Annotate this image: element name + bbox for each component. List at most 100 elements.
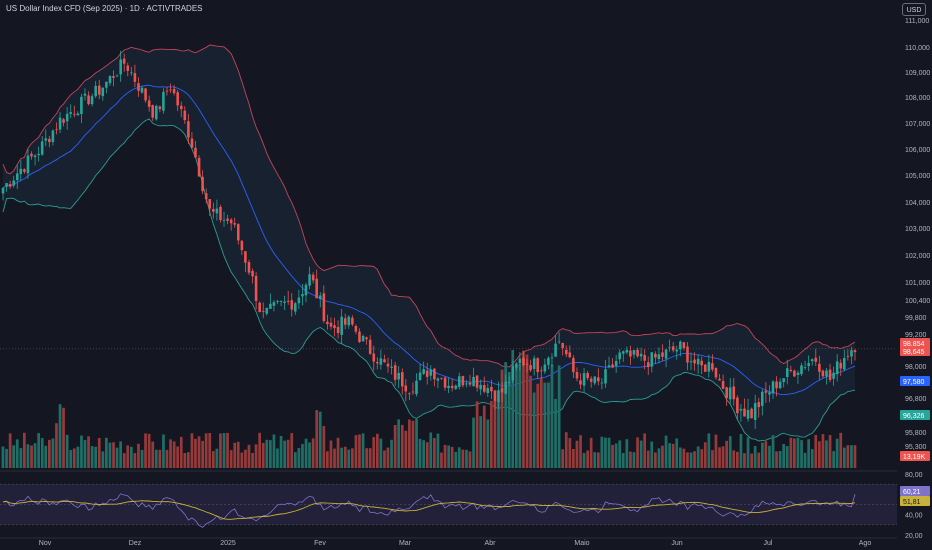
- volume-bar: [379, 438, 383, 468]
- candle-body: [386, 363, 390, 367]
- candle-body: [732, 386, 736, 400]
- candle-body: [750, 408, 753, 419]
- rsi-line: [2, 493, 856, 528]
- volume-bar: [835, 438, 839, 468]
- volume-bar: [347, 449, 351, 468]
- candle-body: [807, 363, 810, 367]
- candle-body: [383, 359, 386, 363]
- price-axis[interactable]: 111,000 110,000 109,000 108,000 107,000 106,0…: [905, 18, 930, 540]
- volume-bar: [846, 445, 850, 468]
- volume-bar: [504, 362, 508, 468]
- volume-bar: [283, 440, 287, 468]
- volume-bar: [711, 450, 714, 468]
- volume-bar: [90, 446, 94, 468]
- volume-bar: [479, 416, 483, 468]
- volume-bar: [19, 448, 23, 468]
- volume-bar: [297, 448, 301, 468]
- candle-body: [493, 390, 497, 401]
- volume-bar: [322, 426, 326, 468]
- volume-bar: [564, 432, 568, 468]
- volume-bar: [308, 442, 311, 468]
- candle-body: [704, 364, 707, 372]
- candle-body: [543, 364, 547, 372]
- candle-body: [458, 376, 461, 387]
- volume-bar: [536, 383, 540, 468]
- volume-bar: [233, 442, 237, 468]
- volume-bar: [850, 445, 853, 468]
- candle-body: [222, 220, 226, 221]
- bb-lower-label-bg: [900, 410, 930, 420]
- candle-body: [112, 76, 115, 78]
- candle-body: [343, 318, 347, 325]
- candlesticks: [1, 50, 857, 429]
- volume-label: 13,19K: [903, 454, 926, 461]
- candle-body: [290, 300, 294, 310]
- volume-bar: [661, 445, 664, 468]
- volume-bar: [272, 434, 276, 468]
- candle-body: [607, 365, 611, 368]
- candle-body: [796, 372, 800, 375]
- volume-bar: [58, 404, 62, 468]
- volume-bar: [222, 433, 226, 468]
- candle-body: [23, 169, 26, 172]
- candle-body: [229, 219, 233, 224]
- candle-body: [643, 355, 646, 361]
- volume-bar: [400, 424, 404, 468]
- candle-body: [158, 106, 162, 110]
- volume-bar: [97, 438, 101, 468]
- volume-bar: [600, 436, 604, 468]
- volume-bar: [279, 436, 283, 468]
- currency-button[interactable]: USD: [902, 3, 926, 16]
- volume-bar: [365, 448, 369, 468]
- volume-bar: [83, 440, 87, 468]
- volume-bar: [597, 452, 600, 468]
- volume-bar: [443, 444, 447, 468]
- candle-body: [415, 380, 418, 395]
- candle-body: [265, 307, 269, 314]
- volume-bar: [828, 435, 832, 468]
- candle-body: [604, 369, 607, 384]
- volume-bar: [261, 442, 265, 468]
- candle-body: [782, 378, 785, 383]
- volume-bar: [76, 446, 80, 468]
- time-tick-label: Maio: [574, 540, 589, 547]
- time-axis[interactable]: Nov Dez 2025 Fev Mar Abr Maio Jun Jul Ago: [39, 540, 872, 547]
- volume-bar: [126, 445, 130, 468]
- volume-bar: [486, 419, 490, 468]
- volume-bar: [187, 452, 190, 468]
- volume-bar: [219, 433, 222, 468]
- candle-body: [525, 363, 529, 365]
- volume-bar: [154, 449, 158, 468]
- bb-lower-label: 96,326: [903, 413, 925, 420]
- candle-body: [814, 357, 818, 362]
- candle-body: [105, 81, 108, 88]
- candle-body: [764, 390, 768, 393]
- rsi-ma-value-label-bg: [900, 496, 930, 506]
- candle-body: [237, 224, 240, 241]
- volume-bar: [810, 449, 814, 468]
- candle-body: [575, 372, 579, 379]
- candle-body: [48, 138, 51, 143]
- price-tick-label: 99,800: [905, 315, 927, 322]
- candle-body: [94, 85, 97, 97]
- candle-body: [693, 359, 696, 364]
- candle-body: [165, 90, 169, 92]
- volume-bar: [8, 433, 12, 468]
- volume-bar: [1, 446, 5, 468]
- candle-body: [297, 297, 301, 304]
- candle-body: [821, 370, 825, 377]
- volume-bar: [543, 382, 547, 468]
- candle-body: [393, 365, 397, 380]
- volume-bar: [422, 440, 426, 468]
- rsi-ma-value-label: 51,81: [903, 499, 921, 506]
- volume-bar: [436, 433, 440, 468]
- volume-bar: [197, 436, 201, 468]
- price-tick-label: 98,000: [905, 364, 927, 371]
- candle-body: [436, 378, 440, 381]
- candle-body: [90, 96, 94, 105]
- candle-body: [294, 303, 297, 312]
- volume-bar: [589, 437, 593, 468]
- candle-body: [515, 363, 518, 368]
- candle-body: [818, 363, 821, 372]
